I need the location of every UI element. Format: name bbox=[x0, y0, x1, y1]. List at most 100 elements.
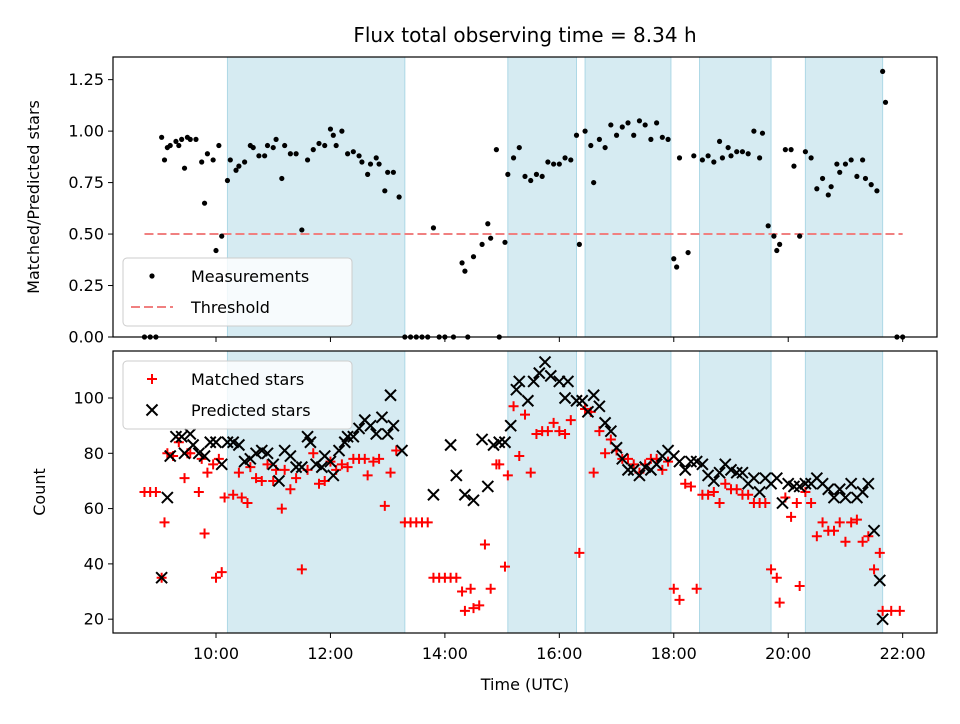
measurement-point bbox=[485, 221, 491, 227]
matched-star-point bbox=[565, 415, 576, 426]
predicted-star-point bbox=[324, 455, 337, 468]
measurement-point bbox=[187, 136, 193, 142]
measurement-point bbox=[339, 128, 345, 134]
measurement-point bbox=[719, 155, 726, 161]
predicted-star-point bbox=[593, 400, 606, 413]
predicted-star-point bbox=[787, 480, 801, 493]
top-y-tick-label: 1.25 bbox=[68, 70, 104, 89]
measurement-point bbox=[573, 132, 580, 138]
matched-star-point bbox=[600, 448, 611, 459]
measurement-point bbox=[270, 144, 276, 151]
matched-star-point bbox=[560, 428, 571, 439]
predicted-star-point bbox=[498, 436, 512, 449]
measurement-point bbox=[828, 184, 834, 190]
predicted-star-point bbox=[673, 455, 686, 468]
predicted-star-point bbox=[707, 474, 721, 488]
matched-star-point bbox=[817, 517, 828, 528]
predicted-star-point bbox=[770, 471, 783, 485]
matched-star-point bbox=[588, 467, 599, 478]
matched-star-point bbox=[731, 484, 742, 495]
measurement-point bbox=[279, 175, 285, 182]
predicted-star-point bbox=[215, 458, 228, 471]
measurement-point bbox=[528, 177, 534, 184]
legend-matched-label: Matched stars bbox=[191, 370, 304, 389]
measurement-point bbox=[316, 140, 322, 147]
matched-star-point bbox=[374, 453, 385, 464]
matched-star-point bbox=[465, 583, 476, 594]
measurement-point bbox=[430, 225, 437, 231]
measurement-point bbox=[502, 239, 508, 245]
matched-star-point bbox=[894, 605, 905, 616]
predicted-star-point bbox=[493, 436, 506, 449]
matched-star-point bbox=[185, 448, 196, 459]
matched-star-point bbox=[202, 467, 213, 478]
predicted-star-point bbox=[736, 466, 749, 479]
predicted-star-point bbox=[513, 375, 526, 388]
measurement-point bbox=[367, 161, 374, 167]
matched-star-point bbox=[159, 517, 170, 528]
bottom-observing-window bbox=[507, 350, 578, 634]
matched-star-point bbox=[211, 572, 221, 583]
predicted-star-point bbox=[186, 438, 200, 452]
predicted-star-point bbox=[395, 444, 409, 457]
x-tick-label: 20:00 bbox=[765, 644, 811, 663]
measurement-point bbox=[819, 175, 826, 182]
matched-star-point bbox=[385, 467, 396, 478]
measurement-point bbox=[167, 142, 173, 149]
predicted-star-point bbox=[261, 447, 274, 460]
measurement-point bbox=[880, 68, 886, 75]
x-tick-label: 18:00 bbox=[651, 644, 697, 663]
matched-star-point bbox=[216, 567, 227, 578]
matched-star-point bbox=[279, 464, 290, 475]
matched-star-point bbox=[628, 459, 639, 470]
predicted-star-point bbox=[839, 491, 852, 504]
measurement-point bbox=[716, 138, 723, 145]
predicted-star-point bbox=[521, 394, 535, 407]
measurement-point bbox=[199, 159, 205, 165]
measurement-point bbox=[711, 159, 717, 165]
measurement-point bbox=[705, 153, 711, 159]
measurement-point bbox=[631, 132, 637, 138]
measurement-point bbox=[613, 132, 620, 138]
measurement-point bbox=[236, 163, 242, 169]
matched-star-point bbox=[457, 586, 468, 597]
matched-star-point bbox=[886, 605, 897, 616]
measurement-point bbox=[774, 247, 780, 254]
predicted-star-point bbox=[867, 524, 881, 537]
matched-star-point bbox=[851, 514, 862, 525]
predicted-star-point bbox=[204, 436, 217, 449]
measurement-point bbox=[625, 120, 631, 126]
predicted-star-point bbox=[467, 494, 480, 507]
measurement-point bbox=[582, 128, 588, 134]
legend-measurements-label: Measurements bbox=[191, 267, 309, 286]
matched-star-point bbox=[774, 597, 785, 608]
predicted-star-point bbox=[341, 430, 354, 443]
matched-star-point bbox=[531, 428, 542, 439]
measurement-point bbox=[596, 136, 602, 142]
matched-star-point bbox=[242, 498, 253, 509]
measurement-point bbox=[619, 124, 625, 130]
measurement-point bbox=[356, 153, 362, 159]
chart-title: Flux total observing time = 8.34 h bbox=[353, 23, 696, 47]
measurement-point bbox=[874, 188, 880, 194]
predicted-star-point bbox=[876, 612, 889, 626]
matched-star-point bbox=[262, 459, 273, 470]
measurement-point bbox=[382, 188, 388, 194]
matched-star-point bbox=[359, 453, 370, 464]
matched-star-point bbox=[708, 487, 719, 497]
predicted-star-point bbox=[304, 436, 317, 449]
predicted-star-point bbox=[221, 436, 234, 449]
matched-star-point bbox=[468, 603, 479, 614]
measurement-point bbox=[256, 153, 262, 159]
matched-star-point bbox=[362, 470, 373, 481]
predicted-star-point bbox=[232, 438, 246, 452]
measurement-point bbox=[493, 147, 499, 153]
measurement-point bbox=[264, 142, 271, 149]
measurement-point bbox=[522, 173, 528, 180]
measurement-point bbox=[685, 249, 691, 256]
measurement-point bbox=[204, 151, 211, 157]
predicted-star-point bbox=[576, 394, 589, 407]
matched-star-point bbox=[336, 459, 347, 470]
measurement-point bbox=[791, 163, 797, 169]
measurement-point bbox=[659, 134, 665, 140]
